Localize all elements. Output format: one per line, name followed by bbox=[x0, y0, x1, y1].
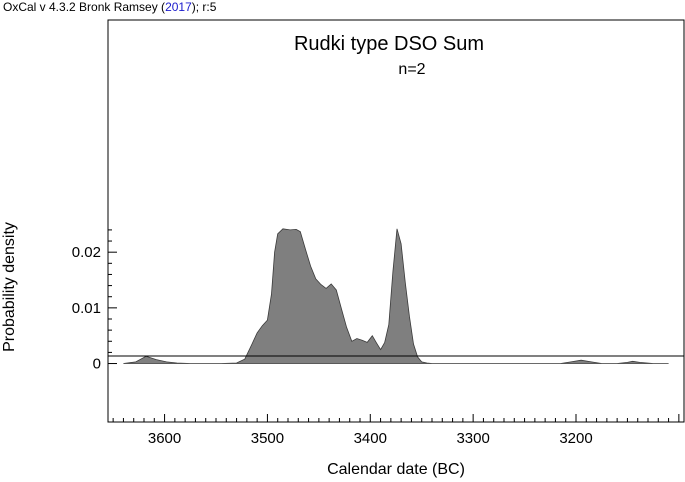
y-tick-label: 0.01 bbox=[72, 300, 101, 317]
y-tick-label: 0 bbox=[93, 356, 101, 373]
x-tick-label: 3600 bbox=[148, 430, 181, 447]
density-area bbox=[123, 228, 669, 364]
x-axis-label: Calendar date (BC) bbox=[327, 461, 465, 478]
labels-layer: 3600 3500 3400 3300 3200 0 0.01 0.02 bbox=[72, 244, 593, 447]
y-axis-label: Probability density bbox=[1, 222, 18, 352]
y-tick-label: 0.02 bbox=[72, 244, 101, 261]
x-tick-label: 3200 bbox=[559, 430, 592, 447]
area-layer bbox=[123, 228, 669, 364]
credit-year-link[interactable]: 2017 bbox=[165, 0, 192, 14]
ticks-layer bbox=[108, 229, 680, 422]
credit-prefix: OxCal v 4.3.2 Bronk Ramsey ( bbox=[3, 0, 166, 14]
x-tick-label: 3500 bbox=[251, 430, 284, 447]
chart-subtitle: n=2 bbox=[398, 61, 425, 78]
plot-frame bbox=[107, 19, 685, 423]
oxcal-credit: OxCal v 4.3.2 Bronk Ramsey (2017); r:5 bbox=[3, 0, 216, 14]
chart-title: Rudki type DSO Sum bbox=[294, 33, 484, 55]
x-tick-label: 3400 bbox=[354, 430, 387, 447]
x-tick-label: 3300 bbox=[456, 430, 489, 447]
credit-suffix: ); r:5 bbox=[191, 0, 217, 14]
